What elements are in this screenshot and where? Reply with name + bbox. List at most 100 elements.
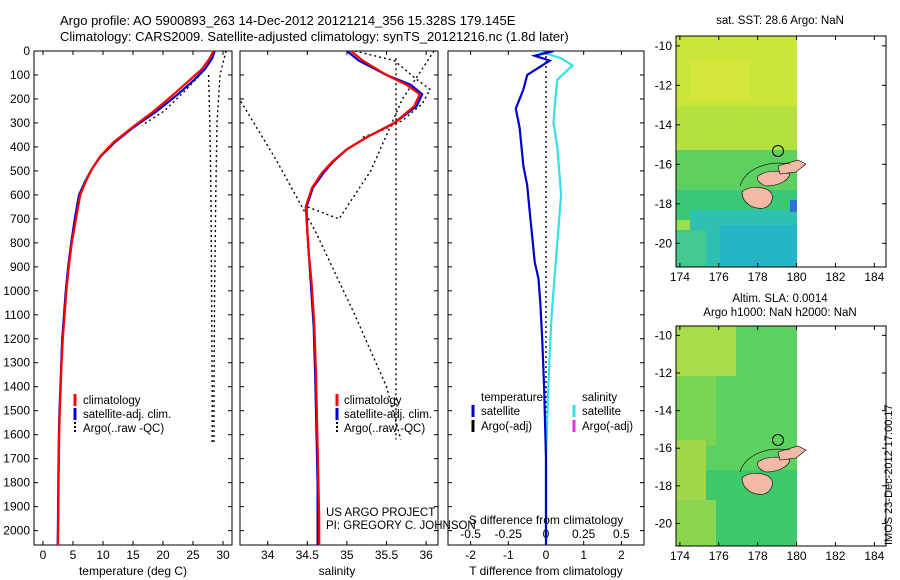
legend-label-argo: Argo(..raw -QC) xyxy=(83,423,164,435)
salinity-line-argo-raw-diagonal xyxy=(307,51,435,220)
sst-map-ticks: 174 176 178 180 182 184 -10 -12 -14 -16 -18 -20 xyxy=(655,36,886,284)
salinity-tick-label: 35.5 xyxy=(375,548,399,562)
salinity-axis-ticks: 34 34.5 35 35.5 36 xyxy=(261,51,433,562)
temperature-tick-label: 5 xyxy=(70,548,77,562)
map-lon-tick-label: 184 xyxy=(864,549,884,563)
difference-legend: temperature satellite Argo(-adj) salinit… xyxy=(471,392,633,433)
depth-tick-label: 1200 xyxy=(3,332,30,346)
credit-line-2: PI: GREGORY C. JOHNSON xyxy=(326,520,476,532)
map-lat-tick-label: -18 xyxy=(655,479,673,493)
t-difference-tick-label: -1 xyxy=(503,548,514,562)
depth-tick-label: 300 xyxy=(10,116,30,130)
temperature-axis-ticks: 0 5 10 15 20 25 30 xyxy=(40,51,230,562)
temperature-axes-frame xyxy=(33,50,233,546)
salinity-line-climatology xyxy=(304,51,422,545)
legend-label-temp-argo: Argo(-adj) xyxy=(481,421,532,433)
temperature-series xyxy=(56,51,227,545)
salinity-legend: climatology satellite-adj. clim. Argo(..… xyxy=(335,394,432,435)
temperature-axis-label: temperature (deg C) xyxy=(79,564,187,578)
t-difference-axis-label: T difference from climatology xyxy=(469,564,623,578)
difference-series xyxy=(514,51,575,545)
sla-map-title-line-1: Altim. SLA: 0.0014 xyxy=(732,293,828,305)
depth-tick-label: 700 xyxy=(10,212,30,226)
salinity-tick-label: 36 xyxy=(419,548,433,562)
depth-tick-label: 1600 xyxy=(3,428,30,442)
legend-label-climatology: climatology xyxy=(83,395,141,407)
header-line-2: Climatology: CARS2009. Satellite-adjuste… xyxy=(60,29,569,44)
depth-tick-label: 1300 xyxy=(3,356,30,370)
s-difference-tick-label: 0.5 xyxy=(613,527,630,541)
map-lat-tick-label: -20 xyxy=(655,236,673,250)
map-lat-tick-label: -10 xyxy=(655,39,673,53)
depth-tick-label: 2000 xyxy=(3,524,30,538)
difference-depth-ticks xyxy=(448,50,644,532)
depth-tick-label: 1400 xyxy=(3,380,30,394)
legend-label-temp-satellite: satellite xyxy=(481,406,520,418)
legend-title-salinity: salinity xyxy=(582,392,617,404)
temperature-tick-label: 30 xyxy=(216,548,230,562)
header-line-1: Argo profile: AO 5900893_263 14-Dec-2012… xyxy=(60,13,516,28)
s-difference-tick-label: 0.25 xyxy=(572,527,596,541)
temperature-line-argo-raw-upper xyxy=(213,51,227,445)
depth-tick-label: 500 xyxy=(10,164,30,178)
map-lat-tick-label: -20 xyxy=(655,516,673,530)
salinity-line-argo-raw-fan xyxy=(240,101,402,440)
depth-tick-label: 1700 xyxy=(3,452,30,466)
depth-tick-label: 100 xyxy=(10,68,30,82)
map-lon-tick-label: 180 xyxy=(787,549,807,563)
temperature-legend: climatology satellite-adj. clim. Argo(..… xyxy=(73,394,171,435)
side-stamp: IMOS 23-Dec-2012 17:00:17 xyxy=(883,404,895,545)
temperature-tick-label: 15 xyxy=(126,548,140,562)
legend-label-sal-argo: Argo(-adj) xyxy=(582,421,633,433)
depth-tick-label: 1900 xyxy=(3,500,30,514)
map-lat-tick-label: -12 xyxy=(655,78,673,92)
temperature-line-argo-raw-lower xyxy=(207,74,213,445)
temperature-tick-label: 10 xyxy=(96,548,110,562)
map-lon-tick-label: 184 xyxy=(864,270,884,284)
depth-tick-label: 800 xyxy=(10,236,30,250)
legend-label-climatology: climatology xyxy=(344,395,402,407)
depth-tick-label: 1000 xyxy=(3,284,30,298)
t-difference-tick-label: 2 xyxy=(618,548,625,562)
difference-panel: -2 -1 0 1 2-0.5 -0.25 0 0.25 0.5 temperature sat… xyxy=(447,50,645,578)
depth-tick-label: 1100 xyxy=(4,308,30,322)
map-lat-tick-label: -16 xyxy=(655,441,673,455)
temperature-tick-label: 25 xyxy=(186,548,200,562)
salinity-tick-label: 34 xyxy=(261,548,275,562)
s-difference-tick-label: -0.5 xyxy=(460,527,481,541)
t-difference-tick-label: -2 xyxy=(465,548,476,562)
map-lon-tick-label: 178 xyxy=(748,270,768,284)
salinity-line-argo-raw-qc- xyxy=(354,51,432,138)
legend-label-sal-satellite: satellite xyxy=(582,406,621,418)
sla-map-field xyxy=(676,326,886,546)
depth-tick-label: 400 xyxy=(10,140,30,154)
map-lat-tick-label: -18 xyxy=(655,197,673,211)
map-lon-tick-label: 174 xyxy=(670,549,690,563)
legend-title-temperature: temperature xyxy=(481,392,543,404)
temperature-line-climatology xyxy=(56,51,215,545)
depth-tick-label: 600 xyxy=(10,188,30,202)
sla-map-title-line-2: Argo h1000: NaN h2000: NaN xyxy=(703,307,856,319)
t-difference-tick-label: 0 xyxy=(543,548,550,562)
map-lat-tick-label: -10 xyxy=(655,328,673,342)
s-difference-tick-label: -0.25 xyxy=(495,527,523,541)
temperature-panel: 0 100 200 300 400 500 600 700 800 900 1000 1100 1200… xyxy=(3,44,233,578)
difference-line-salinity-satellite xyxy=(538,51,575,545)
sst-map-panel: sat. SST: 28.6 Argo: NaN 174 176 178 180 182… xyxy=(655,15,887,284)
temperature-tick-label: 20 xyxy=(156,548,170,562)
depth-tick-label: 900 xyxy=(10,260,30,274)
depth-tick-label: 0 xyxy=(23,44,30,58)
legend-label-argo: Argo(..raw -QC) xyxy=(344,423,425,435)
sla-map-ticks: 174 176 178 180 182 184 -10 -12 -14 -16 -18 -20 xyxy=(655,326,886,563)
salinity-tick-label: 35 xyxy=(340,548,354,562)
t-difference-tick-label: 1 xyxy=(580,548,587,562)
map-lon-tick-label: 174 xyxy=(670,270,690,284)
legend-label-satellite: satellite-adj. clim. xyxy=(344,409,432,421)
salinity-depth-ticks xyxy=(240,50,438,532)
legend-label-satellite: satellite-adj. clim. xyxy=(83,409,171,421)
depth-tick-label: 200 xyxy=(10,92,30,106)
depth-tick-label: 1500 xyxy=(3,404,30,418)
map-lon-tick-label: 182 xyxy=(825,549,845,563)
s-difference-axis-label: S difference from climatology xyxy=(469,513,624,527)
